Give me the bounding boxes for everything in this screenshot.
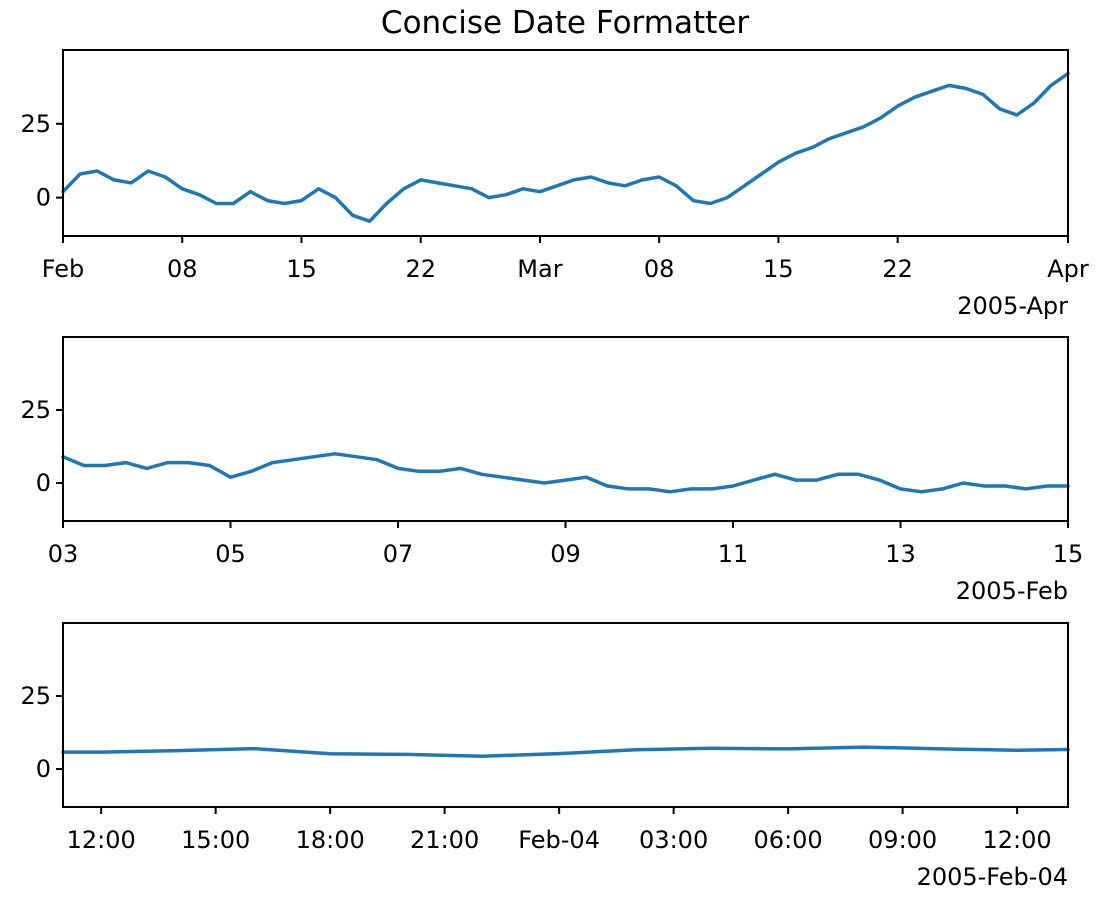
x-tick-label: Feb-04	[518, 826, 600, 854]
x-tick-label: 11	[718, 540, 749, 568]
subplot-2: 0 25 03 05 07 09 11 13 15 2005-Feb	[20, 336, 1084, 605]
x-tick-label: 22	[882, 255, 913, 283]
x-tick-label: Feb	[42, 255, 85, 283]
x-tick-label: 12:00	[67, 826, 136, 854]
x-tick-label: 15	[286, 255, 317, 283]
x-tick-label: 03	[48, 540, 79, 568]
figure-title: Concise Date Formatter	[381, 5, 749, 41]
y-tick-label: 0	[36, 469, 51, 497]
x-offset-label: 2005-Apr	[957, 292, 1068, 320]
x-tick-label: 15:00	[181, 826, 250, 854]
y-tick-label: 0	[36, 184, 51, 212]
x-tick-label: 13	[885, 540, 916, 568]
subplot-1: 0 25 Feb 08 15 22 Mar 08 15 22 Apr 2005-Apr	[20, 49, 1089, 320]
y-tick-label: 25	[20, 110, 51, 138]
y-tick-label: 25	[20, 682, 51, 710]
x-tick-label: 08	[167, 255, 198, 283]
y-tick-label: 25	[20, 396, 51, 424]
x-tick-label: 09	[550, 540, 581, 568]
x-tick-label: 06:00	[754, 826, 823, 854]
x-tick-label: 03:00	[639, 826, 708, 854]
y-tick-label: 0	[36, 755, 51, 783]
x-tick-label: 21:00	[410, 826, 479, 854]
x-tick-label: 22	[405, 255, 436, 283]
axes-frame	[62, 622, 1069, 808]
x-offset-label: 2005-Feb	[956, 577, 1068, 605]
axes-frame	[62, 336, 1069, 522]
series-line-3-1	[61, 745, 1070, 758]
x-tick-label: 18:00	[296, 826, 365, 854]
subplot-3: 0 25 12:00 15:00 18:00 21:00 Feb-04 03:00 06:00 0…	[20, 622, 1070, 891]
x-tick-label: Mar	[517, 255, 562, 283]
x-tick-label: 08	[644, 255, 675, 283]
series-line-1-1	[61, 71, 1070, 223]
x-tick-label: 12:00	[983, 826, 1052, 854]
x-tick-label: 15	[763, 255, 794, 283]
x-offset-label: 2005-Feb-04	[917, 863, 1068, 891]
x-tick-label: 05	[215, 540, 246, 568]
x-tick-label: 07	[383, 540, 414, 568]
x-tick-label: Apr	[1047, 255, 1089, 283]
x-tick-label: 15	[1053, 540, 1084, 568]
axes-frame	[62, 49, 1069, 237]
series-line-2-1	[61, 452, 1070, 494]
x-tick-label: 09:00	[868, 826, 937, 854]
